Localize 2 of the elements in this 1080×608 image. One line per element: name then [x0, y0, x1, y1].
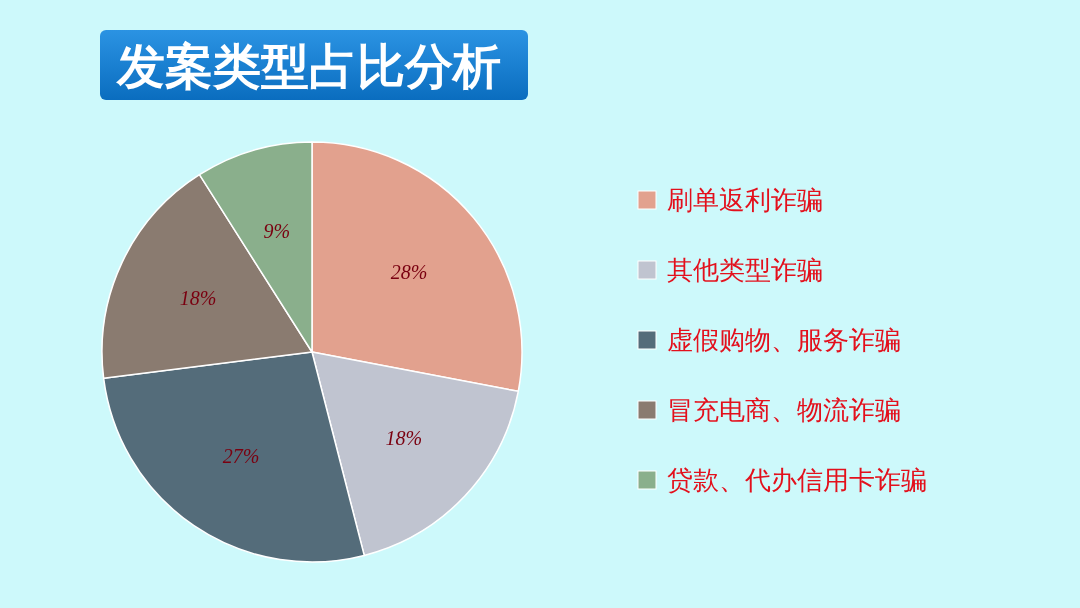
title: 发案类型占比分析 — [100, 30, 528, 100]
chart-title: 发案类型占比分析 — [116, 38, 501, 94]
